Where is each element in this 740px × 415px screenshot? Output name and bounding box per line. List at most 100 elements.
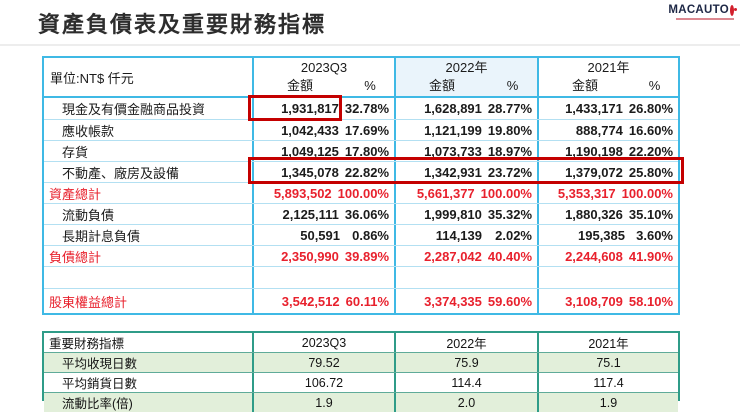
amount-cell: 1,121,199 bbox=[424, 122, 482, 138]
value-cell: 114.4 bbox=[394, 373, 537, 392]
row-label: 流動比率(倍) bbox=[62, 397, 133, 411]
pct-cell: 0.86% bbox=[352, 227, 389, 243]
amount-cell: 1,433,171 bbox=[565, 101, 623, 116]
row-label: 流動負債 bbox=[62, 207, 115, 223]
title-divider bbox=[0, 44, 740, 46]
amount-cell: 2,125,111 bbox=[282, 206, 339, 222]
pct-cell: 35.10% bbox=[628, 206, 673, 222]
amount-cell: 1,345,078 bbox=[281, 164, 339, 180]
pct-cell: 19.80% bbox=[487, 122, 532, 138]
value-cell: 75.9 bbox=[394, 353, 537, 372]
pct-cell: 36.06% bbox=[344, 206, 389, 222]
table-row-total-liabilities: 負債總計 2,350,990 39.89% 2,287,042 40.40% 2,2… bbox=[44, 245, 678, 266]
pct-cell: 40.40% bbox=[487, 248, 532, 264]
amount-cell: 50,591 bbox=[300, 227, 340, 243]
row-label: 資產總計 bbox=[49, 186, 102, 202]
amount-cell: 1,880,326 bbox=[565, 206, 623, 222]
table-row-total-equity: 股東權益總計 3,542,512 60.11% 3,374,335 59.60% 3… bbox=[44, 288, 678, 313]
amount-cell: 195,385 bbox=[578, 227, 625, 243]
table-row-longterm-debt: 長期計息負債 50,591 0.86% 114,139 2.02% 195,385 3… bbox=[44, 224, 678, 245]
row-label: 股東權益總計 bbox=[49, 294, 128, 310]
percent-header: % bbox=[506, 78, 519, 93]
amount-header: 金額 bbox=[286, 78, 313, 93]
amount-cell: 1,042,433 bbox=[281, 122, 339, 138]
metrics-row-current-ratio: 流動比率(倍) 1.9 2.0 1.9 bbox=[44, 392, 678, 412]
metrics-header-row: 重要財務指標 2023Q3 2022年 2021年 bbox=[44, 333, 678, 352]
pct-cell: 58.10% bbox=[628, 293, 673, 309]
table-row-inventory: 存貨 1,049,125 17.80% 1,073,733 18.97% 1,190… bbox=[44, 140, 678, 161]
percent-header: % bbox=[648, 78, 661, 93]
table-row-total-assets: 資產總計 5,893,502 100.00% 5,661,377 100.00% 5… bbox=[44, 182, 678, 203]
amount-cell: 2,350,990 bbox=[281, 248, 339, 264]
amount-cell: 1,049,125 bbox=[281, 143, 339, 159]
pct-cell: 22.82% bbox=[344, 164, 389, 180]
key-metrics-table: 重要財務指標 2023Q3 2022年 2021年 平均收現日數 79.52 7… bbox=[42, 331, 680, 412]
metrics-row-dso: 平均收現日數 79.52 75.9 75.1 bbox=[44, 352, 678, 372]
value-cell: 75.1 bbox=[537, 353, 678, 372]
amount-cell: 3,374,335 bbox=[424, 293, 482, 309]
amount-cell: 2,244,608 bbox=[565, 248, 623, 264]
column-group-2022: 2022年 金額 % bbox=[394, 58, 537, 96]
value-cell: 106.72 bbox=[252, 373, 394, 392]
unit-label: 單位:NT$ 仟元 bbox=[50, 70, 134, 86]
pct-cell: 59.60% bbox=[487, 293, 532, 309]
column-group-2021: 2021年 金額 % bbox=[537, 58, 678, 96]
pct-cell: 17.69% bbox=[344, 122, 389, 138]
row-label: 平均銷貨日數 bbox=[62, 377, 138, 391]
table-row-receivables: 應收帳款 1,042,433 17.69% 1,121,199 19.80% 888… bbox=[44, 119, 678, 140]
row-label: 負債總計 bbox=[49, 249, 102, 265]
row-label: 不動產、廠房及設備 bbox=[62, 165, 180, 181]
period-header: 2023Q3 bbox=[252, 333, 394, 352]
amount-cell: 2,287,042 bbox=[424, 248, 482, 264]
pct-cell: 39.89% bbox=[344, 248, 389, 264]
pct-cell: 22.20% bbox=[628, 143, 673, 159]
pct-cell: 23.72% bbox=[487, 164, 532, 180]
pct-cell: 28.77% bbox=[487, 101, 532, 116]
pct-cell: 25.80% bbox=[628, 164, 673, 180]
amount-cell: 1,931,817 bbox=[281, 101, 339, 116]
pct-cell: 41.90% bbox=[628, 248, 673, 264]
pct-cell: 32.78% bbox=[344, 101, 389, 116]
pct-cell: 17.80% bbox=[344, 143, 389, 159]
amount-cell: 5,893,502 bbox=[273, 185, 332, 201]
row-label: 平均收現日數 bbox=[62, 357, 138, 371]
period-label: 2021年 bbox=[587, 60, 630, 75]
pct-cell: 2.02% bbox=[495, 227, 532, 243]
percent-header: % bbox=[364, 78, 376, 93]
pct-cell: 100.00% bbox=[480, 185, 532, 201]
period-label: 2023Q3 bbox=[300, 60, 348, 75]
pct-cell: 35.32% bbox=[487, 206, 532, 222]
row-label: 應收帳款 bbox=[62, 123, 115, 139]
amount-cell: 3,108,709 bbox=[565, 293, 623, 309]
metrics-title: 重要財務指標 bbox=[49, 337, 125, 351]
value-cell: 117.4 bbox=[537, 373, 678, 392]
amount-header: 金額 bbox=[428, 78, 455, 93]
logo-target-icon bbox=[730, 4, 737, 16]
amount-cell: 1,073,733 bbox=[424, 143, 482, 159]
amount-cell: 5,661,377 bbox=[416, 185, 475, 201]
amount-cell: 1,342,931 bbox=[424, 164, 482, 180]
amount-cell: 888,774 bbox=[575, 122, 623, 138]
column-group-2023q3: 2023Q3 金額 % bbox=[252, 58, 394, 96]
row-label: 長期計息負債 bbox=[62, 228, 141, 244]
amount-cell: 1,379,072 bbox=[565, 164, 623, 180]
table-row-current-liabilities: 流動負債 2,125,111 36.06% 1,999,810 35.32% 1,8… bbox=[44, 203, 678, 224]
page-title: 資產負債表及重要財務指標 bbox=[38, 12, 327, 37]
table-row-cash: 現金及有價金融商品投資 1,931,817 32.78% 1,628,891 28.… bbox=[44, 98, 678, 119]
period-header: 2021年 bbox=[537, 333, 678, 352]
table-row-ppe: 不動產、廠房及設備 1,345,078 22.82% 1,342,931 23.72… bbox=[44, 161, 678, 182]
value-cell: 79.52 bbox=[252, 353, 394, 372]
amount-cell: 5,353,317 bbox=[557, 185, 616, 201]
pct-cell: 18.97% bbox=[487, 143, 532, 159]
amount-cell: 1,190,198 bbox=[565, 143, 623, 159]
pct-cell: 100.00% bbox=[621, 185, 673, 201]
value-cell: 1.9 bbox=[252, 393, 394, 412]
amount-cell: 3,542,512 bbox=[281, 293, 340, 309]
amount-cell: 1,999,810 bbox=[424, 206, 482, 222]
balance-sheet-table: 單位:NT$ 仟元 2023Q3 金額 % 2022年 金額 % 2021年 金… bbox=[42, 56, 684, 315]
value-cell: 2.0 bbox=[394, 393, 537, 412]
pct-cell: 26.80% bbox=[628, 101, 673, 116]
pct-cell: 16.60% bbox=[628, 122, 673, 138]
period-header: 2022年 bbox=[394, 333, 537, 352]
amount-cell: 1,628,891 bbox=[424, 101, 482, 116]
